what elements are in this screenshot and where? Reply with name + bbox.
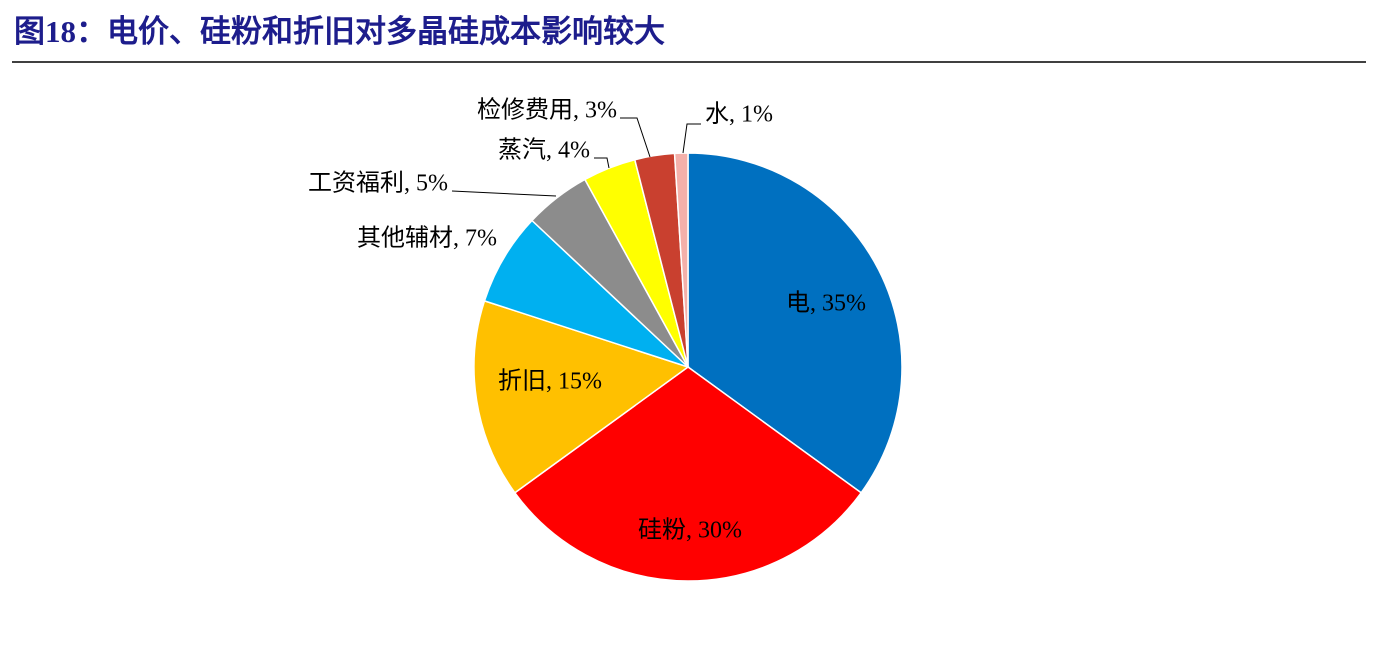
pie-slice (473, 299, 690, 494)
data-label: 其他辅材, 7% (357, 225, 497, 252)
data-label: 工资福利, 5% (308, 170, 448, 197)
data-label: 检修费用, 3% (477, 97, 617, 124)
data-label: 电, 35% (786, 290, 866, 317)
pie-slice (513, 366, 863, 582)
pie-slice (687, 152, 903, 494)
data-label: 水, 1% (705, 101, 773, 128)
leader-line (594, 157, 610, 169)
data-label: 折旧, 15% (498, 368, 602, 395)
data-label: 硅粉, 30% (638, 517, 742, 544)
leader-line (682, 123, 701, 154)
leader-line (451, 190, 557, 197)
pie-slice (673, 152, 689, 368)
data-label: 蒸汽, 4% (498, 137, 590, 164)
leader-line (620, 117, 651, 158)
chart-title: 图18：电价、硅粉和折旧对多晶硅成本影响较大 (14, 14, 665, 49)
